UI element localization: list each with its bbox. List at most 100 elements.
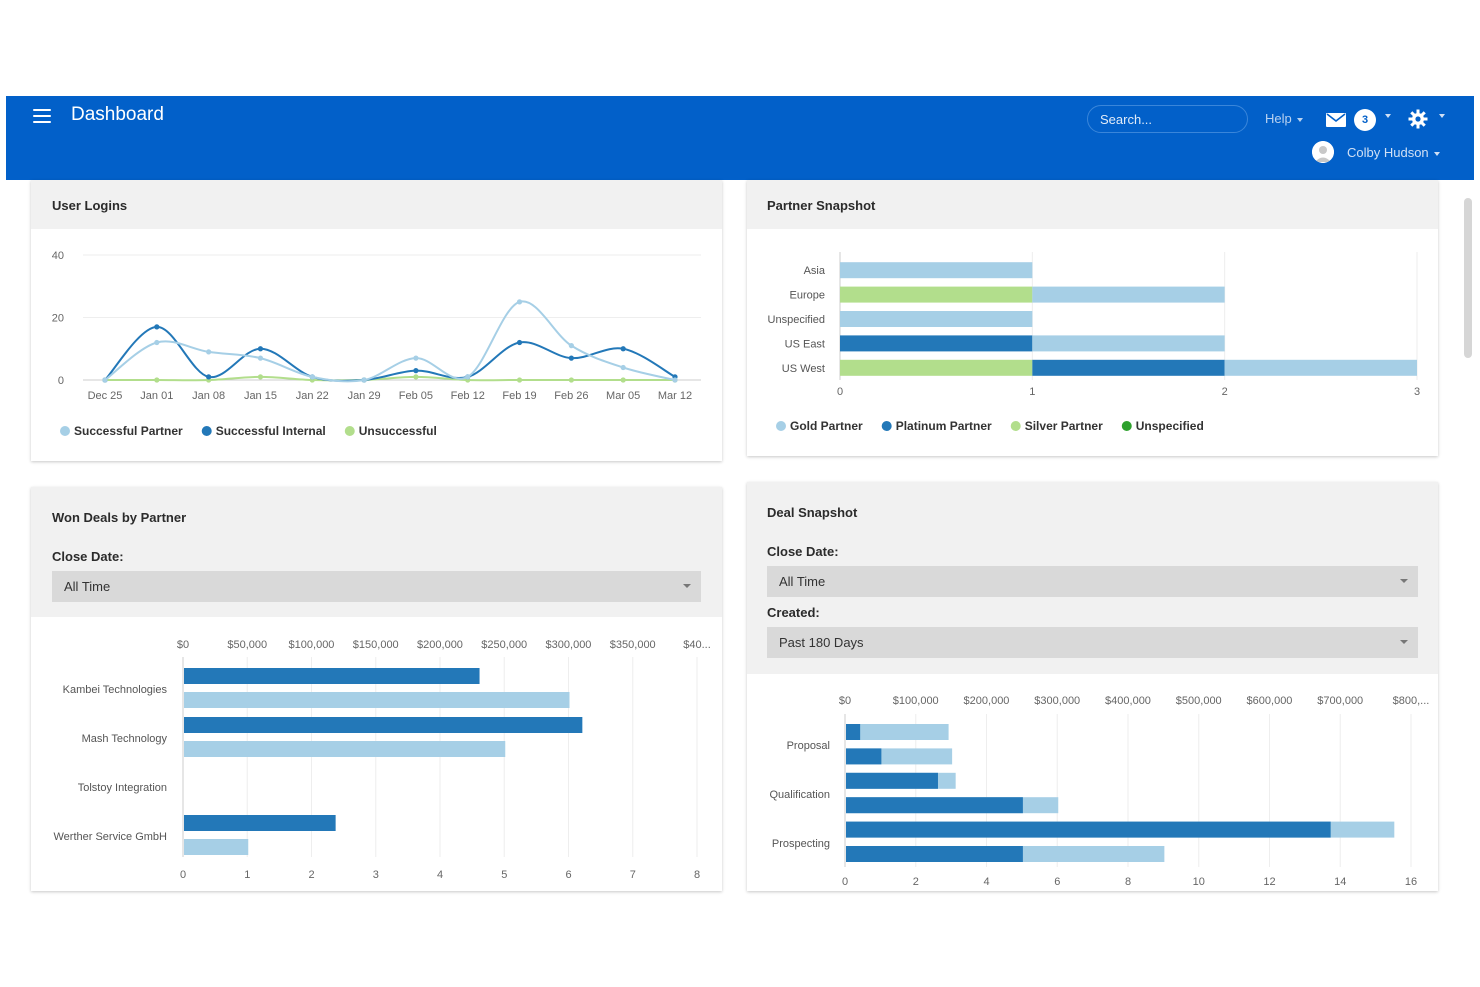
created-select[interactable]: Past 180 Days (767, 627, 1418, 658)
bar (846, 772, 938, 789)
x-tick-label: Feb 19 (502, 390, 536, 402)
legend-item[interactable]: Unsuccessful (344, 424, 437, 438)
bar (184, 692, 570, 708)
series-line (104, 325, 676, 382)
notification-badge[interactable]: 3 (1354, 109, 1376, 131)
chevron-down-icon (1433, 151, 1440, 156)
data-point (568, 355, 574, 361)
top-tick-label: $600,000 (1247, 695, 1293, 707)
close-date-select[interactable]: All Time (767, 566, 1418, 597)
bar (184, 839, 249, 855)
legend-item[interactable]: Silver Partner (1010, 419, 1103, 433)
top-tick-label: $0 (177, 639, 189, 651)
data-point (413, 368, 419, 374)
data-point (620, 377, 626, 383)
chevron-down-icon (1296, 117, 1303, 122)
data-point (620, 364, 626, 371)
bar (840, 335, 1033, 352)
mail-icon[interactable] (1326, 113, 1346, 127)
search-input[interactable] (1087, 105, 1248, 133)
user-avatar-icon (1312, 141, 1334, 163)
legend-item[interactable]: Unspecified (1121, 419, 1204, 433)
data-point (309, 374, 315, 380)
legend-marker (776, 421, 786, 431)
top-tick-label: $400,000 (1105, 695, 1151, 707)
data-point (154, 324, 160, 330)
hamburger-menu-icon[interactable] (33, 109, 51, 123)
deal-snapshot-chart: 0 2 4 6 8 10 12 14 16 $0 $100,000 $200,000 $300,000 $… (769, 695, 1429, 888)
x-tick-label: 8 (1125, 876, 1131, 888)
legend-label: Unsuccessful (359, 424, 437, 438)
data-point (413, 374, 419, 380)
legend-item[interactable]: Successful Partner (60, 424, 183, 438)
data-point (257, 346, 264, 352)
chevron-down-icon[interactable] (1385, 114, 1391, 118)
chevron-down-icon (1400, 640, 1408, 644)
x-tick-label: 3 (1414, 386, 1420, 398)
select-value: All Time (779, 574, 826, 589)
x-tick-label: Jan 15 (244, 390, 277, 402)
bar (1224, 359, 1417, 376)
x-tick-label: 1 (1029, 386, 1035, 398)
x-tick-label: Jan 22 (296, 390, 329, 402)
panel-title: User Logins (52, 198, 128, 213)
y-tick-label: US West (782, 363, 825, 375)
legend-item[interactable]: Gold Partner (776, 419, 863, 433)
y-tick-label: Europe (790, 290, 825, 302)
data-point (568, 377, 574, 383)
x-tick-label: Feb 12 (451, 390, 485, 402)
data-point (465, 374, 471, 380)
help-menu[interactable]: Help (1265, 111, 1303, 126)
top-tick-label: $250,000 (481, 639, 527, 651)
legend-label: Successful Partner (74, 424, 183, 438)
top-tick-label: $100,000 (893, 695, 939, 707)
legend-item[interactable]: Platinum Partner (881, 419, 992, 433)
legend-label: Silver Partner (1025, 419, 1103, 433)
chevron-down-icon[interactable] (1439, 114, 1445, 118)
y-tick-label: Mash Technology (82, 733, 168, 745)
top-tick-label: $300,000 (546, 639, 592, 651)
x-tick-label: 3 (373, 869, 379, 881)
data-point (516, 299, 523, 305)
legend-marker (1121, 421, 1132, 431)
data-point (516, 339, 523, 346)
x-tick-label: 4 (983, 876, 989, 888)
close-date-label: Close Date: (767, 544, 839, 559)
page-scrollbar[interactable] (1464, 198, 1472, 358)
x-tick-label: 16 (1405, 876, 1417, 888)
y-tick-label: Proposal (787, 740, 830, 752)
user-menu[interactable]: Colby Hudson (1347, 145, 1440, 160)
panel-header (31, 180, 722, 229)
x-tick-label: Jan 08 (192, 390, 225, 402)
close-date-label: Close Date: (52, 549, 124, 564)
avatar[interactable] (1312, 141, 1334, 163)
panel-title: Partner Snapshot (767, 198, 876, 213)
chevron-down-icon (683, 584, 691, 588)
x-tick-label: 6 (1054, 876, 1060, 888)
data-point (257, 355, 264, 361)
panel-header (747, 180, 1438, 229)
legend-marker (201, 426, 212, 436)
data-point (206, 374, 212, 380)
top-tick-label: $350,000 (610, 639, 656, 651)
legend-label: Platinum Partner (896, 419, 992, 433)
top-tick-label: $300,000 (1034, 695, 1080, 707)
gear-icon[interactable] (1408, 109, 1428, 129)
bar (184, 717, 583, 733)
bar (1032, 359, 1225, 376)
created-label: Created: (767, 605, 820, 620)
close-date-select[interactable]: All Time (52, 571, 701, 602)
data-point (102, 377, 108, 383)
x-tick-label: 1 (244, 869, 250, 881)
x-tick-label: 0 (837, 386, 843, 398)
select-value: Past 180 Days (779, 635, 864, 650)
data-point (620, 346, 626, 352)
partner-snapshot-panel: Partner Snapshot 0 1 2 3 Asia Europe Unspecifi… (747, 180, 1438, 456)
x-tick-label: 12 (1263, 876, 1275, 888)
legend-item[interactable]: Successful Internal (201, 424, 326, 438)
x-tick-label: 0 (180, 869, 186, 881)
legend-label: Successful Internal (216, 424, 326, 438)
x-tick-label: 2 (308, 869, 314, 881)
data-point (206, 349, 212, 355)
bar (840, 286, 1033, 303)
